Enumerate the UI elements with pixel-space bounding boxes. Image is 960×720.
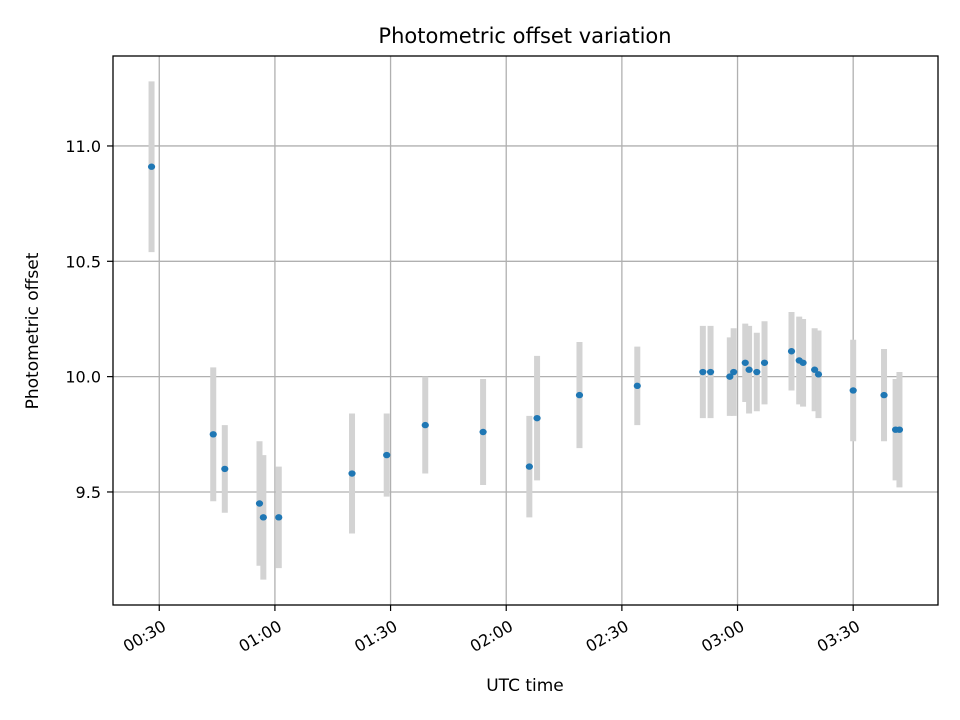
data-point [787,348,796,355]
chart-title: Photometric offset variation [378,24,671,48]
data-point [880,391,888,399]
data-point [726,373,734,380]
data-point [895,426,904,433]
data-point [814,371,823,378]
y-tick-label: 9.5 [76,483,101,502]
data-point [753,368,761,376]
data-point [533,414,541,422]
x-axis-label: UTC time [486,676,564,696]
data-point [383,451,391,459]
data-point [259,514,267,521]
grid-layer [113,56,938,605]
data-point [760,359,769,366]
data-point [811,366,819,373]
plot-frame [112,55,939,606]
data-point [730,368,738,376]
y-tick-layer: 9.5 10.0 10.5 11.0 [65,137,113,502]
data-point [849,387,857,394]
point-layer [147,163,904,521]
y-axis-label: Photometric offset [23,252,43,409]
data-point [575,391,584,399]
data-point [479,428,487,436]
data-point [147,163,156,170]
data-point [421,421,429,429]
y-tick-label: 11.0 [65,137,101,156]
data-point [699,368,707,376]
y-tick-label: 10.5 [65,252,101,271]
data-point [745,366,753,373]
data-point [209,431,217,438]
data-point [275,514,283,521]
data-point [525,463,533,470]
y-tick-label: 10.0 [65,368,101,387]
data-point [706,368,715,376]
data-point [221,465,229,473]
data-point [255,500,264,507]
data-point [799,359,807,366]
data-point [741,359,749,366]
data-point [633,382,641,390]
data-point [348,470,356,477]
